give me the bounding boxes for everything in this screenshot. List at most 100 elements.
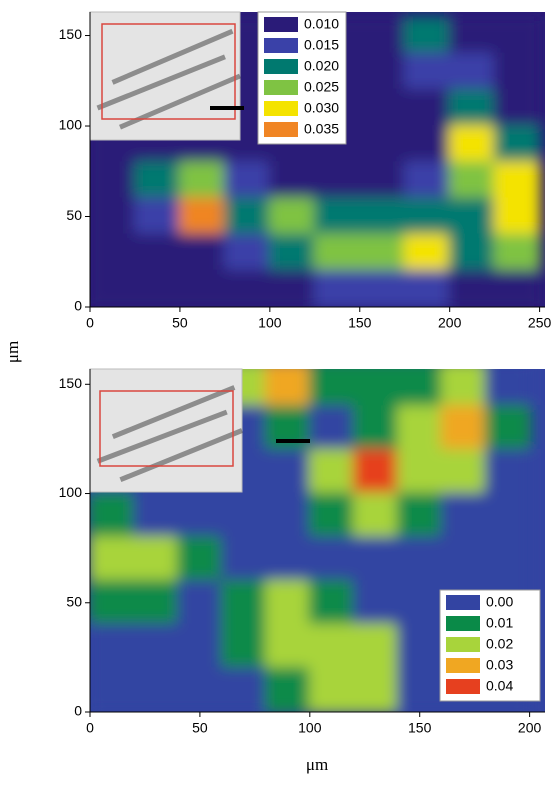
heat-cell — [269, 161, 316, 199]
heat-cell — [449, 125, 496, 163]
y-tick-label: 0 — [74, 703, 82, 719]
heat-cell — [359, 161, 406, 199]
heat-cell — [441, 536, 487, 582]
legend-swatch — [264, 59, 298, 74]
heat-cell — [221, 667, 267, 713]
heat-cell — [494, 270, 541, 308]
heat-cell — [89, 197, 136, 235]
x-tick-label: 0 — [86, 315, 94, 331]
heat-cell — [221, 493, 267, 539]
heat-cell — [397, 667, 443, 713]
heat-cell — [397, 361, 443, 407]
y-tick-label: 150 — [59, 26, 83, 42]
legend-label: 0.010 — [304, 16, 339, 32]
heat-cell — [494, 53, 541, 91]
heat-cell — [359, 53, 406, 91]
heat-cell — [449, 16, 496, 54]
heat-cell — [397, 405, 443, 451]
heat-cell — [221, 624, 267, 670]
legend-swatch — [446, 595, 480, 610]
heat-cell — [179, 234, 226, 272]
heat-cell — [353, 667, 399, 713]
heat-cell — [221, 536, 267, 582]
legend-swatch — [264, 17, 298, 32]
heat-cell — [314, 161, 361, 199]
heat-cell — [224, 161, 271, 199]
heat-cell — [404, 125, 451, 163]
heat-cell — [404, 16, 451, 54]
heat-cell — [485, 361, 531, 407]
x-tick-label: 50 — [192, 720, 208, 736]
inset-photo — [90, 12, 240, 140]
heat-cell — [494, 16, 541, 54]
heat-cell — [494, 125, 541, 163]
heat-cell — [265, 536, 311, 582]
heat-cell — [224, 270, 271, 308]
x-tick-label: 200 — [518, 720, 542, 736]
heat-cell — [177, 580, 223, 626]
heat-cell — [353, 361, 399, 407]
heat-cell — [89, 161, 136, 199]
heat-cell — [265, 449, 311, 495]
heat-cell — [309, 667, 355, 713]
heat-cell — [177, 667, 223, 713]
heat-cell — [441, 449, 487, 495]
legend-label: 0.01 — [486, 615, 513, 631]
heat-cell — [177, 536, 223, 582]
heat-cell — [179, 270, 226, 308]
heat-cell — [179, 197, 226, 235]
heat-cell — [133, 667, 179, 713]
legend-label: 0.030 — [304, 100, 339, 116]
heat-cell — [441, 493, 487, 539]
heat-cell — [359, 197, 406, 235]
y-tick-label: 50 — [66, 207, 82, 223]
heat-cell — [89, 580, 135, 626]
heat-cell — [265, 624, 311, 670]
heat-cell — [269, 270, 316, 308]
heat-cell — [89, 270, 136, 308]
heat-cell — [449, 161, 496, 199]
heat-cell — [449, 197, 496, 235]
x-axis-label: μm — [306, 755, 328, 774]
heat-cell — [309, 493, 355, 539]
heat-cell — [353, 493, 399, 539]
heat-cell — [224, 197, 271, 235]
x-tick-label: 100 — [258, 315, 282, 331]
heat-cell — [133, 536, 179, 582]
x-tick-label: 150 — [348, 315, 372, 331]
heat-cell — [134, 197, 181, 235]
legend-swatch — [264, 122, 298, 137]
scale-bar — [276, 439, 310, 443]
heat-cell — [359, 234, 406, 272]
heat-cell — [221, 580, 267, 626]
heat-cell — [397, 580, 443, 626]
heat-cell — [309, 624, 355, 670]
x-tick-label: 100 — [298, 720, 322, 736]
heat-cell — [309, 361, 355, 407]
heat-cell — [449, 89, 496, 127]
legend-label: 0.02 — [486, 636, 513, 652]
legend-label: 0.015 — [304, 37, 339, 53]
heat-cell — [485, 449, 531, 495]
heat-cell — [404, 89, 451, 127]
x-tick-label: 50 — [172, 315, 188, 331]
heat-cell — [353, 536, 399, 582]
heat-cell — [449, 270, 496, 308]
heat-cell — [404, 197, 451, 235]
legend-swatch — [446, 637, 480, 652]
heat-cell — [353, 449, 399, 495]
heat-cell — [404, 270, 451, 308]
legend-label: 0.03 — [486, 657, 513, 673]
heat-cell — [404, 234, 451, 272]
heat-cell — [134, 234, 181, 272]
heat-cell — [359, 125, 406, 163]
legend-swatch — [264, 38, 298, 53]
heat-cell — [449, 234, 496, 272]
y-axis-label: μm — [3, 341, 22, 363]
heat-cell — [89, 493, 135, 539]
legend-label: 0.00 — [486, 594, 513, 610]
heat-cell — [179, 161, 226, 199]
heat-cell — [485, 536, 531, 582]
heat-cell — [89, 667, 135, 713]
heat-cell — [269, 197, 316, 235]
